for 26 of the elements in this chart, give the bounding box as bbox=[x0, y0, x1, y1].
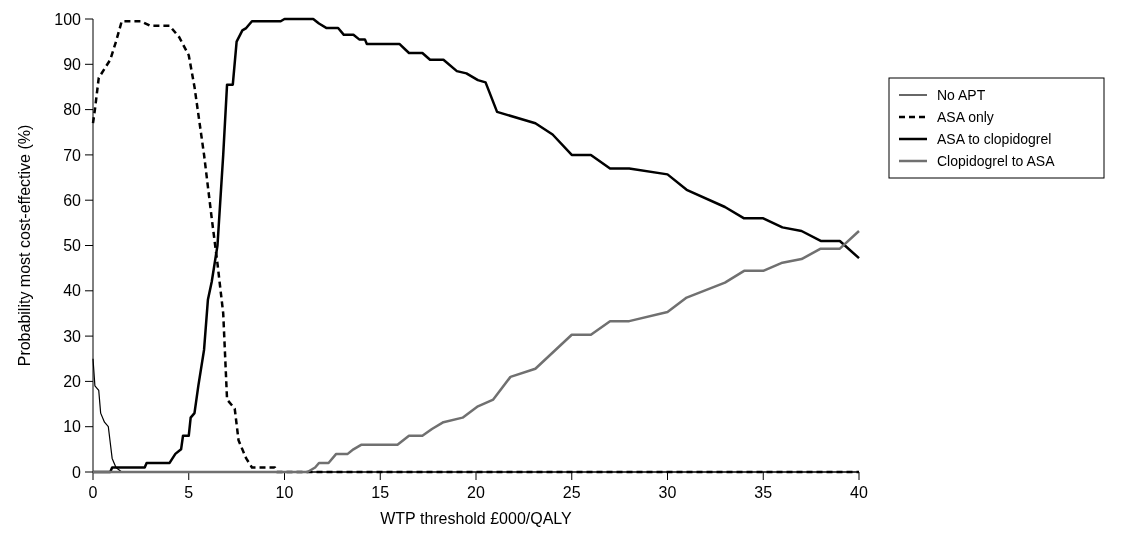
x-tick-label: 40 bbox=[850, 484, 868, 501]
y-tick-label: 10 bbox=[63, 418, 82, 436]
y-tick-label: 20 bbox=[63, 373, 82, 390]
x-tick-label: 0 bbox=[88, 484, 98, 501]
y-tick-label: 80 bbox=[63, 101, 82, 119]
x-tick-label: 20 bbox=[467, 484, 485, 501]
x-tick-label: 25 bbox=[562, 484, 581, 501]
legend-label: ASA only bbox=[937, 108, 994, 125]
y-tick-label: 70 bbox=[63, 146, 82, 164]
x-tick-label: 35 bbox=[754, 484, 773, 501]
y-tick-label: 90 bbox=[63, 55, 82, 73]
x-tick-label: 15 bbox=[371, 484, 390, 501]
x-tick-label: 30 bbox=[658, 484, 677, 501]
x-axis-title: WTP threshold £000/QALY bbox=[380, 510, 573, 527]
y-axis-title: Probability most cost-effective (%) bbox=[16, 124, 33, 367]
y-tick-label: 0 bbox=[72, 463, 82, 481]
x-tick-label: 5 bbox=[184, 484, 194, 501]
y-tick-label: 60 bbox=[63, 191, 82, 209]
legend-label: ASA to clopidogrel bbox=[937, 130, 1052, 147]
x-tick-label: 10 bbox=[275, 484, 294, 501]
legend-label: Clopidogrel to ASA bbox=[937, 152, 1056, 169]
legend-label: No APT bbox=[937, 86, 986, 103]
y-tick-label: 50 bbox=[63, 237, 82, 255]
y-tick-label: 30 bbox=[63, 327, 82, 345]
y-tick-label: 100 bbox=[54, 10, 82, 28]
y-tick-label: 40 bbox=[63, 282, 82, 300]
